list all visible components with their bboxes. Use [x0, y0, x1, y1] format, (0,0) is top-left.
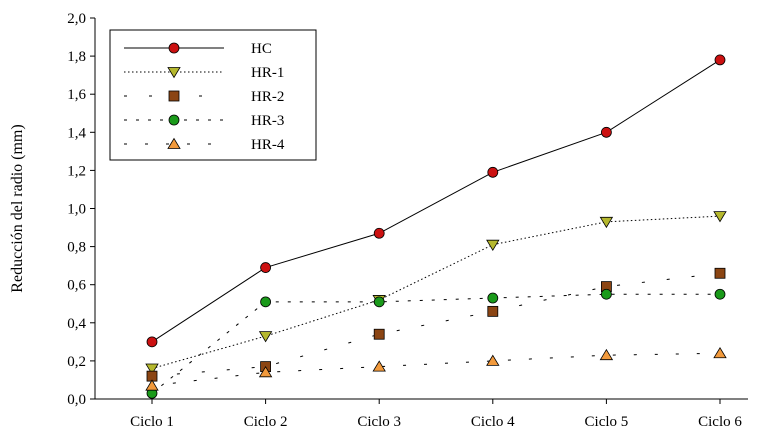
series-hr-1: [145, 211, 727, 375]
data-point: [601, 288, 612, 300]
legend-marker: [168, 114, 180, 126]
y-tick-label: 0,8: [67, 240, 86, 256]
data-point: [258, 331, 273, 343]
legend-marker: [168, 90, 180, 102]
y-axis-label: Reducción del radio (mm): [9, 124, 26, 292]
y-tick-label: 1,4: [67, 125, 86, 141]
data-point: [714, 54, 726, 66]
x-tick-label: Ciclo 5: [585, 414, 629, 430]
x-tick-label: Ciclo 6: [698, 414, 742, 430]
legend-item: HR-4: [124, 137, 285, 153]
y-tick-label: 0,0: [67, 392, 86, 408]
series-hr-3: [146, 288, 726, 399]
legend-item: HR-3: [124, 113, 284, 129]
data-point: [487, 292, 499, 304]
data-point: [487, 166, 499, 178]
series-hc: [146, 54, 726, 348]
data-point: [713, 211, 727, 223]
data-point: [372, 360, 386, 372]
legend-item: HC: [124, 41, 272, 57]
data-point: [714, 267, 726, 279]
legend-label: HR-1: [251, 65, 284, 81]
legend-label: HR-3: [251, 113, 284, 129]
legend-marker: [167, 67, 181, 79]
legend-marker: [168, 42, 180, 54]
x-tick-label: Ciclo 3: [357, 414, 401, 430]
data-point: [373, 296, 385, 308]
data-point: [486, 239, 500, 251]
data-point: [145, 363, 159, 375]
y-tick-label: 0,4: [67, 316, 86, 332]
x-tick-label: Ciclo 1: [130, 414, 174, 430]
series-line: [151, 59, 721, 343]
x-ticks: Ciclo 1 Ciclo 2 Ciclo 3 Ciclo 4 Ciclo 5 Ciclo…: [130, 399, 742, 430]
data-point: [486, 354, 500, 366]
y-tick-label: 2,0: [67, 11, 86, 27]
legend: HC HR-1 HR-2 HR-3 HR-4: [109, 29, 317, 161]
data-point: [714, 288, 726, 300]
legend-item: HR-2: [124, 89, 284, 105]
data-point: [713, 347, 727, 359]
y-ticks: 0,0 0,2 0,4 0,6 0,8 1,0 1,2 1,4 1,6 1,8 2,0: [67, 11, 95, 408]
y-tick-label: 1,2: [67, 163, 86, 179]
x-tick-label: Ciclo 4: [471, 414, 515, 430]
series-hr-4: [145, 347, 727, 391]
legend-box: [109, 29, 317, 161]
legend-label: HC: [251, 41, 272, 57]
data-point: [373, 328, 385, 340]
series-hr-2: [146, 267, 726, 382]
x-tick-label: Ciclo 2: [244, 414, 288, 430]
data-point: [373, 227, 385, 239]
legend-item: HR-1: [124, 65, 284, 81]
data-point: [260, 296, 272, 308]
series-line: [151, 352, 721, 387]
data-point: [599, 216, 614, 229]
data-point: [145, 379, 159, 391]
data-point: [260, 262, 272, 273]
series-line: [151, 215, 721, 370]
series-line: [151, 293, 720, 394]
legend-label: HR-4: [251, 137, 285, 153]
y-tick-label: 1,6: [67, 87, 86, 103]
series-group: [145, 54, 727, 399]
data-point: [487, 305, 499, 317]
data-point: [599, 348, 614, 361]
data-point: [146, 336, 158, 348]
legend-marker: [167, 137, 181, 149]
legend-label: HR-2: [251, 89, 284, 105]
data-point: [601, 126, 612, 138]
y-tick-label: 0,2: [67, 354, 86, 370]
y-tick-label: 1,0: [67, 202, 86, 218]
y-tick-label: 0,6: [67, 278, 86, 294]
data-point: [258, 366, 273, 378]
y-tick-label: 1,8: [67, 49, 86, 65]
